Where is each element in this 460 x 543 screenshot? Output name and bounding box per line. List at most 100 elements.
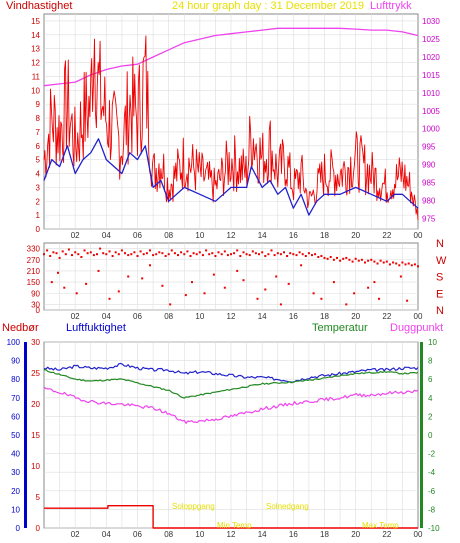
direction-point xyxy=(124,252,126,255)
direction-point xyxy=(52,251,55,254)
wind-x-tick-label: 00 xyxy=(414,231,423,240)
direction-point xyxy=(170,249,173,252)
graph-title: 24 hour graph day : 31 December 2019 xyxy=(172,0,364,12)
direction-point xyxy=(236,269,239,272)
direction-point xyxy=(326,257,329,260)
temperature-tick-label: 6 xyxy=(428,375,433,384)
direction-point xyxy=(127,254,130,257)
direction-point xyxy=(406,299,409,302)
direction-tick-label: 30 xyxy=(31,300,40,309)
direction-point xyxy=(136,255,139,257)
direction-point xyxy=(80,256,83,258)
direction-point xyxy=(258,253,260,256)
direction-point xyxy=(367,286,370,289)
direction-tick-label: 90 xyxy=(31,289,40,298)
direction-point xyxy=(336,256,338,259)
wind-x-tick-label: 22 xyxy=(382,231,391,240)
direction-point xyxy=(114,251,117,254)
wind-speed-label: Vindhastighet xyxy=(6,0,72,12)
direction-point xyxy=(385,260,388,263)
direction-point xyxy=(105,253,108,256)
direction-point xyxy=(376,262,379,265)
climate-x-tick-label: 12 xyxy=(227,530,236,539)
direction-x-tick-label: 02 xyxy=(71,312,80,321)
direction-point xyxy=(351,260,354,263)
climate-x-tick-label: 00 xyxy=(414,530,423,539)
direction-point xyxy=(130,253,133,256)
climate-x-tick-label: 08 xyxy=(164,530,173,539)
humidity-label: Luftfuktighet xyxy=(66,322,126,334)
climate-x-tick-label: 10 xyxy=(195,530,204,539)
direction-point xyxy=(339,259,342,262)
wind-tick-label: 15 xyxy=(31,17,40,26)
direction-point xyxy=(404,263,407,266)
direction-point xyxy=(198,251,201,254)
wind-tick-label: 0 xyxy=(36,225,41,234)
climate-x-tick-label: 22 xyxy=(382,530,391,539)
direction-point xyxy=(208,253,211,256)
direction-x-tick-label: 22 xyxy=(382,312,391,321)
direction-tick-label: 0 xyxy=(36,306,41,315)
direction-point xyxy=(261,251,264,254)
direction-point xyxy=(63,286,66,289)
direction-x-tick-label: 08 xyxy=(164,312,173,321)
pressure-tick-label: 1005 xyxy=(422,107,440,116)
direction-point xyxy=(133,251,136,254)
wind-tick-label: 11 xyxy=(32,72,41,81)
direction-point xyxy=(367,259,370,262)
pressure-tick-label: 975 xyxy=(422,214,436,223)
direction-point xyxy=(323,256,326,259)
direction-point xyxy=(378,297,380,300)
wind-tick-label: 5 xyxy=(36,156,41,165)
direction-point xyxy=(158,251,161,254)
sunset-label: Solnedgang xyxy=(266,502,309,511)
direction-point xyxy=(233,252,236,255)
direction-point xyxy=(97,269,100,272)
direction-point xyxy=(279,303,282,306)
direction-point xyxy=(295,254,298,257)
direction-x-tick-label: 04 xyxy=(102,312,111,321)
humidity-tick-label: 100 xyxy=(7,338,21,347)
compass-label-s: S xyxy=(436,272,443,284)
temperature-tick-label: 10 xyxy=(428,338,437,347)
direction-tick-label: 210 xyxy=(27,267,41,276)
direction-point xyxy=(212,273,215,276)
climate-x-tick-label: 20 xyxy=(351,530,360,539)
direction-point xyxy=(77,253,80,256)
direction-point xyxy=(382,261,385,264)
direction-point xyxy=(226,254,229,257)
humidity-tick-label: 10 xyxy=(11,505,20,514)
direction-point xyxy=(195,253,198,256)
wind-x-tick-label: 16 xyxy=(289,231,298,240)
wind-tick-label: 7 xyxy=(36,128,41,137)
pressure-tick-label: 990 xyxy=(422,161,436,170)
precip-tick-label: 20 xyxy=(31,400,40,409)
wind-tick-label: 3 xyxy=(36,183,41,192)
wind-x-tick-label: 02 xyxy=(71,231,80,240)
pressure-tick-label: 1030 xyxy=(422,17,440,26)
direction-point xyxy=(186,250,189,253)
direction-point xyxy=(117,253,120,256)
direction-x-tick-label: 06 xyxy=(133,312,142,321)
direction-x-tick-label: 20 xyxy=(351,312,360,321)
direction-point xyxy=(276,252,279,255)
temperature-tick-label: -6 xyxy=(428,487,436,496)
precip-tick-label: 5 xyxy=(36,493,41,502)
direction-point xyxy=(357,259,360,262)
direction-x-tick-label: 12 xyxy=(227,312,236,321)
max-temp-label: Max Temp xyxy=(362,521,399,530)
wind-speed-line xyxy=(43,35,419,221)
direction-x-tick-label: 00 xyxy=(414,312,423,321)
direction-point xyxy=(108,250,111,253)
direction-point xyxy=(117,290,120,293)
direction-point xyxy=(236,249,239,252)
direction-point xyxy=(49,255,52,257)
direction-x-tick-label: 10 xyxy=(195,312,204,321)
humidity-tick-label: 80 xyxy=(11,375,20,384)
climate-x-tick-label: 18 xyxy=(320,530,329,539)
temperature-label: Temperatur xyxy=(312,322,368,334)
direction-point xyxy=(317,256,320,258)
direction-point xyxy=(180,251,183,254)
pressure-label: Lufttrykk xyxy=(370,0,412,12)
direction-point xyxy=(74,251,77,254)
